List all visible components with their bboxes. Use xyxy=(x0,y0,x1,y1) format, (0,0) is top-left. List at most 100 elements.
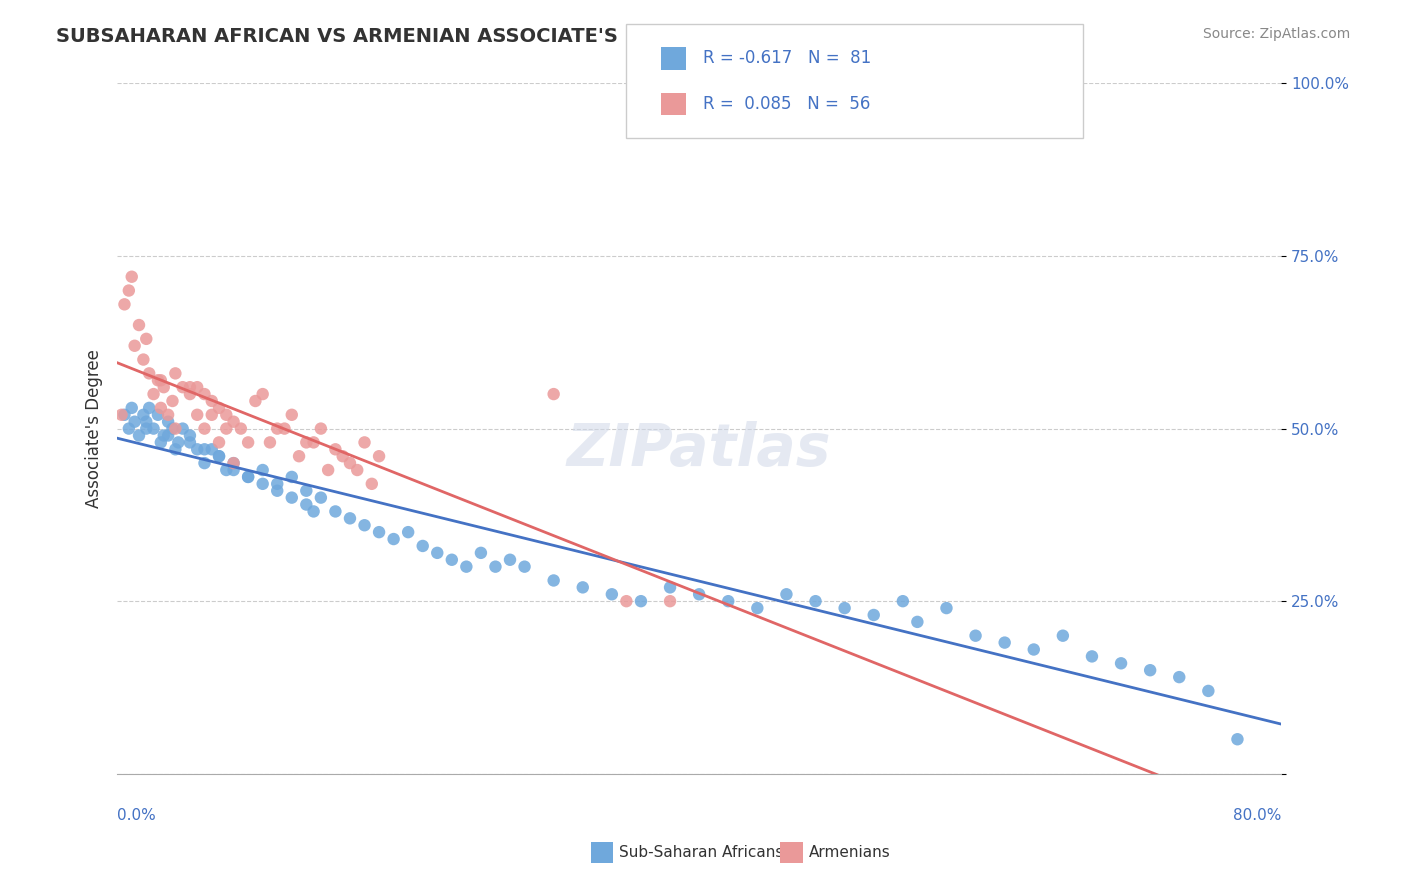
Point xyxy=(215,421,238,435)
Point xyxy=(891,594,914,608)
Point xyxy=(222,456,245,470)
Text: ZIPatlas: ZIPatlas xyxy=(567,421,831,478)
Point xyxy=(142,421,165,435)
Point xyxy=(994,635,1017,649)
Point xyxy=(368,449,391,463)
Point xyxy=(543,387,565,401)
Point xyxy=(332,449,354,463)
Point xyxy=(149,435,172,450)
Point xyxy=(353,518,375,533)
Point xyxy=(165,442,187,457)
Point xyxy=(339,456,361,470)
Point xyxy=(288,449,311,463)
Point xyxy=(396,525,419,540)
Point xyxy=(229,421,252,435)
Point xyxy=(339,511,361,525)
Point xyxy=(600,587,623,601)
Point xyxy=(114,297,136,311)
Point xyxy=(208,449,231,463)
Point xyxy=(630,594,652,608)
Point xyxy=(172,380,194,394)
Point xyxy=(1109,657,1132,671)
Point xyxy=(316,463,339,477)
Point xyxy=(259,435,281,450)
Point xyxy=(440,553,463,567)
Point xyxy=(124,339,146,353)
Point xyxy=(124,415,146,429)
Point xyxy=(346,463,368,477)
Point xyxy=(201,394,224,409)
Point xyxy=(179,387,201,401)
Point xyxy=(513,559,536,574)
Point xyxy=(302,504,325,518)
Point xyxy=(114,408,136,422)
Point xyxy=(179,380,201,394)
Point xyxy=(325,504,347,518)
Point xyxy=(484,559,506,574)
Point xyxy=(1022,642,1045,657)
Point xyxy=(215,408,238,422)
Point xyxy=(165,421,187,435)
Point xyxy=(121,269,143,284)
Point xyxy=(659,580,682,594)
Point xyxy=(747,601,769,615)
Point xyxy=(499,553,522,567)
Point xyxy=(616,594,638,608)
Point xyxy=(688,587,710,601)
Point xyxy=(132,352,155,367)
Point xyxy=(186,408,208,422)
Point xyxy=(905,615,928,629)
Point xyxy=(456,559,478,574)
Point xyxy=(252,476,274,491)
Text: 80.0%: 80.0% xyxy=(1233,808,1281,823)
Point xyxy=(157,415,180,429)
Text: Source: ZipAtlas.com: Source: ZipAtlas.com xyxy=(1202,27,1350,41)
Point xyxy=(128,318,150,332)
Text: 0.0%: 0.0% xyxy=(117,808,156,823)
Point xyxy=(1052,629,1074,643)
Point xyxy=(208,435,231,450)
Point xyxy=(302,435,325,450)
Point xyxy=(360,476,382,491)
Point xyxy=(266,476,288,491)
Point xyxy=(252,463,274,477)
Point xyxy=(135,415,157,429)
Point xyxy=(266,483,288,498)
Point xyxy=(382,532,405,546)
Point xyxy=(201,442,224,457)
Point xyxy=(309,491,332,505)
Point xyxy=(325,442,347,457)
Point xyxy=(222,456,245,470)
Point xyxy=(193,442,215,457)
Point xyxy=(309,421,332,435)
Point xyxy=(368,525,391,540)
Point xyxy=(186,380,208,394)
Point xyxy=(266,421,288,435)
Point xyxy=(470,546,492,560)
Point xyxy=(1139,663,1161,677)
Point xyxy=(412,539,434,553)
Point xyxy=(157,408,180,422)
Point xyxy=(236,435,259,450)
Point xyxy=(236,470,259,484)
Point xyxy=(281,491,304,505)
Text: Armenians: Armenians xyxy=(808,846,890,860)
Point xyxy=(571,580,593,594)
Point xyxy=(717,594,740,608)
Point xyxy=(149,373,172,387)
Point xyxy=(149,401,172,415)
Point xyxy=(165,367,187,381)
Point xyxy=(135,421,157,435)
Point xyxy=(208,401,231,415)
Point xyxy=(543,574,565,588)
Point xyxy=(222,415,245,429)
Point xyxy=(281,408,304,422)
Point xyxy=(208,449,231,463)
Point xyxy=(179,435,201,450)
Point xyxy=(193,421,215,435)
Point xyxy=(1168,670,1191,684)
Point xyxy=(138,401,160,415)
Point xyxy=(775,587,797,601)
Text: SUBSAHARAN AFRICAN VS ARMENIAN ASSOCIATE'S DEGREE CORRELATION CHART: SUBSAHARAN AFRICAN VS ARMENIAN ASSOCIATE… xyxy=(56,27,952,45)
Point xyxy=(1226,732,1249,747)
